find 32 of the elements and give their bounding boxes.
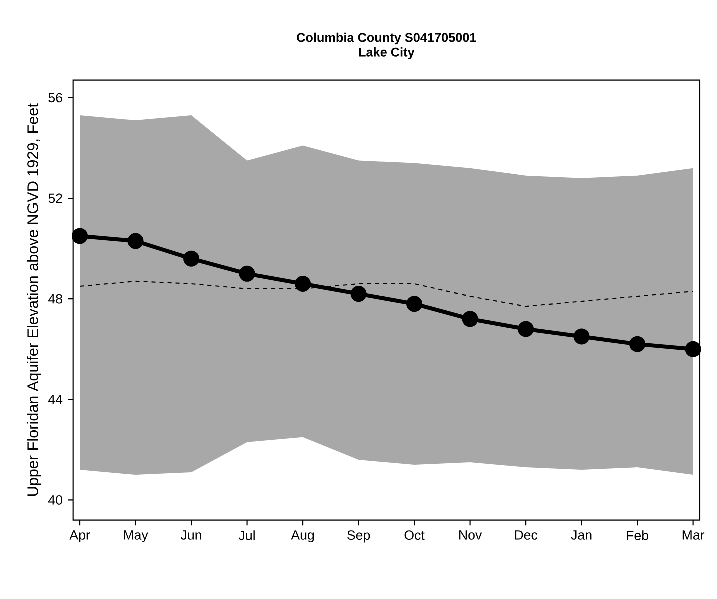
x-tick-label: Dec (515, 530, 538, 540)
y-tick-label: 52 (48, 194, 62, 204)
point (295, 276, 312, 292)
x-tick-label: Apr (70, 530, 90, 543)
x-tick-label: Aug (291, 530, 314, 543)
y-tick-label: 56 (48, 93, 62, 103)
point (239, 266, 256, 282)
y-tick-label: 44 (48, 395, 63, 404)
point (350, 286, 367, 302)
y-tick-label: 40 (48, 495, 63, 505)
y-axis-title: Upper Floridan Aquifer Elevation above NGVD 1929, Feet (27, 104, 42, 496)
x-tick-label: May (124, 530, 148, 543)
x-tick-label: Sep (348, 530, 370, 543)
chart-title: Columbia County S041705001 (297, 32, 476, 45)
point (630, 336, 646, 352)
x-tick-label: Jun (180, 530, 202, 540)
point (574, 328, 590, 345)
x-tick-label: Oct (404, 530, 425, 540)
point (128, 233, 144, 250)
x-tick-label: Jul (238, 530, 255, 540)
x-tick-label: Jan (571, 530, 592, 540)
point (518, 321, 534, 338)
x-tick-label: Nov (460, 530, 482, 540)
point (184, 250, 200, 267)
y-tick-label: 48 (48, 294, 62, 304)
point (685, 341, 702, 358)
point (406, 296, 423, 312)
point (72, 228, 88, 244)
x-tick-label: Feb (627, 530, 648, 540)
x-tick-label: Mar (682, 530, 705, 540)
point (462, 311, 478, 328)
chart-subtitle: Lake City (359, 48, 415, 60)
